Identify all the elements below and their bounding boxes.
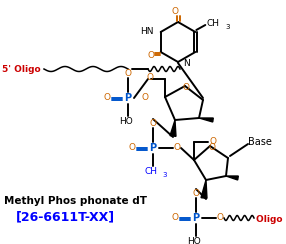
Text: Methyl Phos phonate dT: Methyl Phos phonate dT xyxy=(4,196,147,206)
Text: HO: HO xyxy=(187,237,201,244)
Text: O: O xyxy=(208,142,215,152)
Text: HO: HO xyxy=(119,118,133,126)
Text: CH: CH xyxy=(144,167,158,176)
Text: P: P xyxy=(150,143,156,153)
Text: O: O xyxy=(174,143,180,152)
Text: O: O xyxy=(210,138,217,146)
Polygon shape xyxy=(226,176,238,180)
Text: O: O xyxy=(147,51,154,61)
Text: O: O xyxy=(146,73,154,82)
Text: [26-6611T-XX]: [26-6611T-XX] xyxy=(16,210,115,223)
Text: O: O xyxy=(172,214,178,223)
Text: O: O xyxy=(192,189,200,197)
Polygon shape xyxy=(170,120,176,136)
Text: Base: Base xyxy=(248,137,272,147)
Text: 5' Oligo: 5' Oligo xyxy=(2,65,41,74)
Polygon shape xyxy=(201,180,207,198)
Text: N: N xyxy=(183,60,190,69)
Text: CH: CH xyxy=(207,20,220,29)
Text: Oligo 3’: Oligo 3’ xyxy=(256,214,286,224)
Text: HN: HN xyxy=(140,28,154,37)
Text: O: O xyxy=(141,93,148,102)
Text: 3: 3 xyxy=(225,24,230,30)
Text: O: O xyxy=(217,214,223,223)
Text: O: O xyxy=(104,93,110,102)
Text: O: O xyxy=(150,119,156,128)
Text: P: P xyxy=(124,93,132,103)
Text: O: O xyxy=(172,8,178,17)
Text: O: O xyxy=(182,82,190,92)
Text: O: O xyxy=(128,143,136,152)
Polygon shape xyxy=(199,118,213,122)
Text: O: O xyxy=(124,69,132,78)
Text: 3: 3 xyxy=(162,172,166,178)
Text: P: P xyxy=(192,213,200,223)
